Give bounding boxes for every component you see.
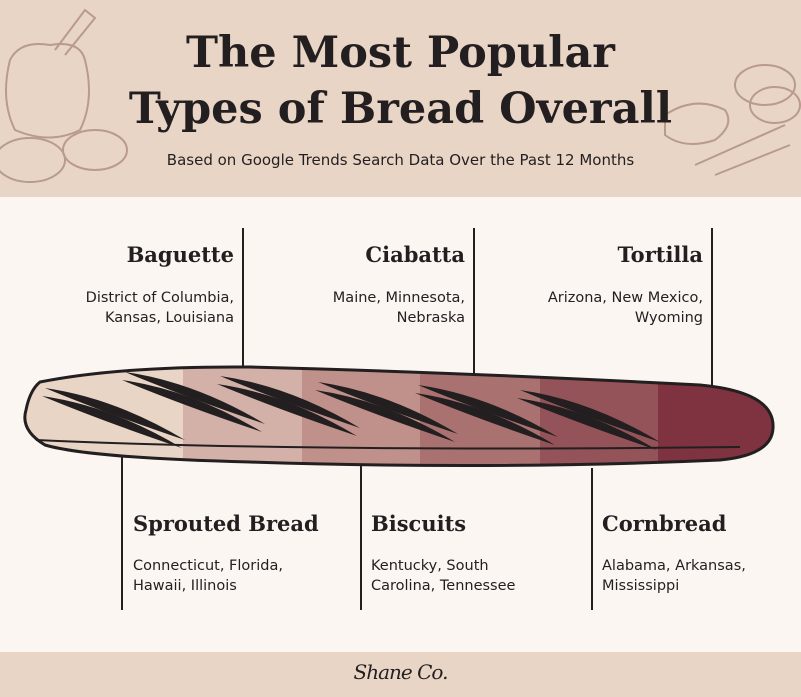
subtitle: Based on Google Trends Search Data Over … [166,151,635,169]
states-line: Kansas, Louisiana [105,310,234,326]
scoring-slash [318,382,458,434]
header-banner: The Most Popular Types of Bread Overall … [0,0,801,197]
scoring-slash [42,396,182,448]
bread-states-cornbread: Alabama, Arkansas, Mississippi [602,556,746,596]
states-line: Hawaii, Illinois [133,578,237,594]
scoring-slash [315,390,455,442]
bread-name-biscuits: Biscuits [371,511,467,536]
states-line: Mississippi [602,578,680,594]
bread-states-ciabatta: Maine, Minnesota, Nebraska [333,288,465,328]
bread-name-tortilla: Tortilla [617,242,703,267]
shane-co-logo: Shane Co. [353,660,449,684]
connector-baguette [242,228,244,368]
bread-states-sprouted-bread: Connecticut, Florida, Hawaii, Illinois [133,556,283,596]
states-line: Kentucky, South [371,558,489,574]
scoring-slash [415,393,555,445]
states-line: District of Columbia, [85,290,234,306]
states-line: Wyoming [634,310,703,326]
footer: Shane Co. [0,652,801,697]
states-line: Nebraska [396,310,465,326]
states-line: Arizona, New Mexico, [547,290,703,306]
connector-biscuits [360,466,362,610]
states-line: Alabama, Arkansas, [602,558,746,574]
scoring-slash [418,385,558,437]
bread-states-biscuits: Kentucky, South Carolina, Tennessee [371,556,515,596]
bread-name-cornbread: Cornbread [602,511,727,536]
flour-sack-illustration [0,8,128,183]
title-line-2: Types of Bread Overall [128,84,673,134]
bread-states-tortilla: Arizona, New Mexico, Wyoming [548,288,703,328]
bread-name-ciabatta: Ciabatta [365,242,465,267]
pastries-wheat-illustration [664,64,801,176]
states-line: Carolina, Tennessee [371,578,516,594]
connector-tortilla [711,228,713,393]
scoring-slash [220,376,360,428]
scoring-slash [217,384,357,436]
states-line: Connecticut, Florida, [133,558,283,574]
scoring-slash [125,372,265,424]
bread-name-sprouted-bread: Sprouted Bread [133,511,319,536]
baguette-gradient-illustration [23,365,775,468]
connector-cornbread [591,468,593,610]
bread-name-baguette: Baguette [126,242,234,267]
scoring-slash [122,380,262,432]
states-line: Maine, Minnesota, [332,290,465,306]
connector-ciabatta [473,228,475,378]
title-line-1: The Most Popular [186,28,615,78]
scoring-slash [520,390,660,442]
bread-states-baguette: District of Columbia, Kansas, Louisiana [86,288,234,328]
scoring-slash [517,398,657,450]
scoring-slash [45,388,185,440]
connector-sprouted-bread [121,456,123,610]
